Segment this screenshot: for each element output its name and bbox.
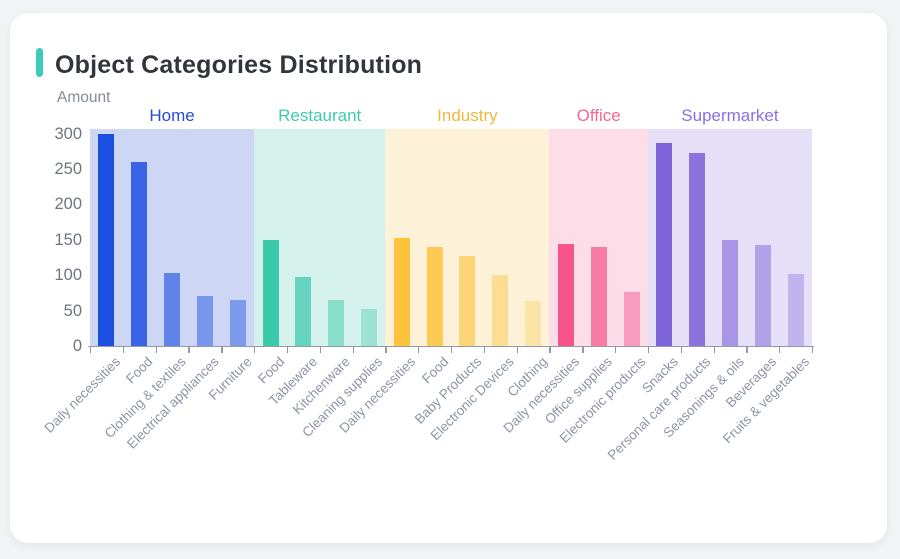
- title-accent-bar: [36, 48, 43, 77]
- bar[interactable]: [164, 273, 181, 346]
- y-axis-tick-label: 100: [54, 266, 82, 285]
- x-axis-tick: [188, 347, 190, 353]
- x-axis-tick: [713, 347, 715, 353]
- x-axis-tick: [812, 347, 814, 353]
- x-axis-tick: [122, 347, 125, 353]
- group-label: Home: [149, 106, 195, 125]
- y-axis-title: Amount: [57, 89, 111, 106]
- bar[interactable]: [754, 245, 771, 346]
- bar[interactable]: [656, 143, 673, 346]
- x-axis-tick: [647, 347, 650, 353]
- bar[interactable]: [426, 246, 443, 346]
- x-axis-tick: [418, 347, 420, 353]
- bar[interactable]: [492, 275, 509, 346]
- bar[interactable]: [525, 300, 542, 346]
- bar[interactable]: [295, 276, 312, 346]
- y-axis-tick-label: 150: [54, 230, 82, 249]
- bar[interactable]: [196, 296, 213, 346]
- x-axis-tick: [254, 347, 256, 353]
- x-axis-tick: [451, 347, 453, 353]
- x-axis-tick: [221, 347, 223, 353]
- x-axis-tick: [516, 347, 518, 353]
- x-axis-tick: [746, 347, 748, 353]
- x-axis-tick: [155, 347, 157, 353]
- y-axis-tick-label: 250: [54, 159, 82, 178]
- bar[interactable]: [131, 161, 148, 346]
- x-axis-tick: [286, 347, 289, 353]
- x-axis-tick: [779, 347, 781, 353]
- page-title: Object Categories Distribution: [55, 51, 423, 79]
- y-axis-tick-label: 200: [54, 195, 82, 214]
- bar[interactable]: [459, 256, 476, 346]
- y-axis-tick-label: 50: [63, 301, 82, 320]
- bar[interactable]: [557, 244, 574, 346]
- bar[interactable]: [262, 239, 279, 346]
- bar[interactable]: [787, 273, 804, 346]
- bar[interactable]: [360, 309, 377, 346]
- bar[interactable]: [721, 239, 738, 346]
- x-axis-line: [88, 346, 814, 348]
- x-axis-tick: [385, 347, 387, 353]
- group-label: Restaurant: [278, 106, 362, 125]
- x-axis-tick: [352, 347, 354, 353]
- x-axis-tick: [90, 347, 92, 353]
- group-label: Office: [576, 106, 621, 125]
- bar[interactable]: [229, 299, 246, 346]
- bar[interactable]: [689, 153, 706, 346]
- bar-chart: 0 50 100 150 200 250 300 Home Daily necessities F…: [10, 13, 887, 543]
- bar[interactable]: [328, 299, 345, 346]
- x-axis-tick: [549, 347, 551, 353]
- bar[interactable]: [393, 238, 410, 346]
- y-axis-tick-label: 0: [72, 337, 82, 355]
- x-axis-tick: [483, 347, 486, 353]
- chart-card: Object Categories Distribution Amount 0 5…: [10, 13, 887, 543]
- x-axis-tick: [615, 347, 617, 353]
- bar[interactable]: [590, 246, 607, 346]
- group-label: Industry: [437, 106, 498, 125]
- x-axis-tick: [680, 347, 683, 353]
- bar[interactable]: [98, 133, 115, 346]
- x-axis-tick: [319, 347, 322, 353]
- y-axis-tick-label: 300: [54, 124, 82, 143]
- x-axis-tick: [582, 347, 584, 353]
- group-label: Supermarket: [681, 106, 779, 125]
- bar[interactable]: [623, 292, 640, 346]
